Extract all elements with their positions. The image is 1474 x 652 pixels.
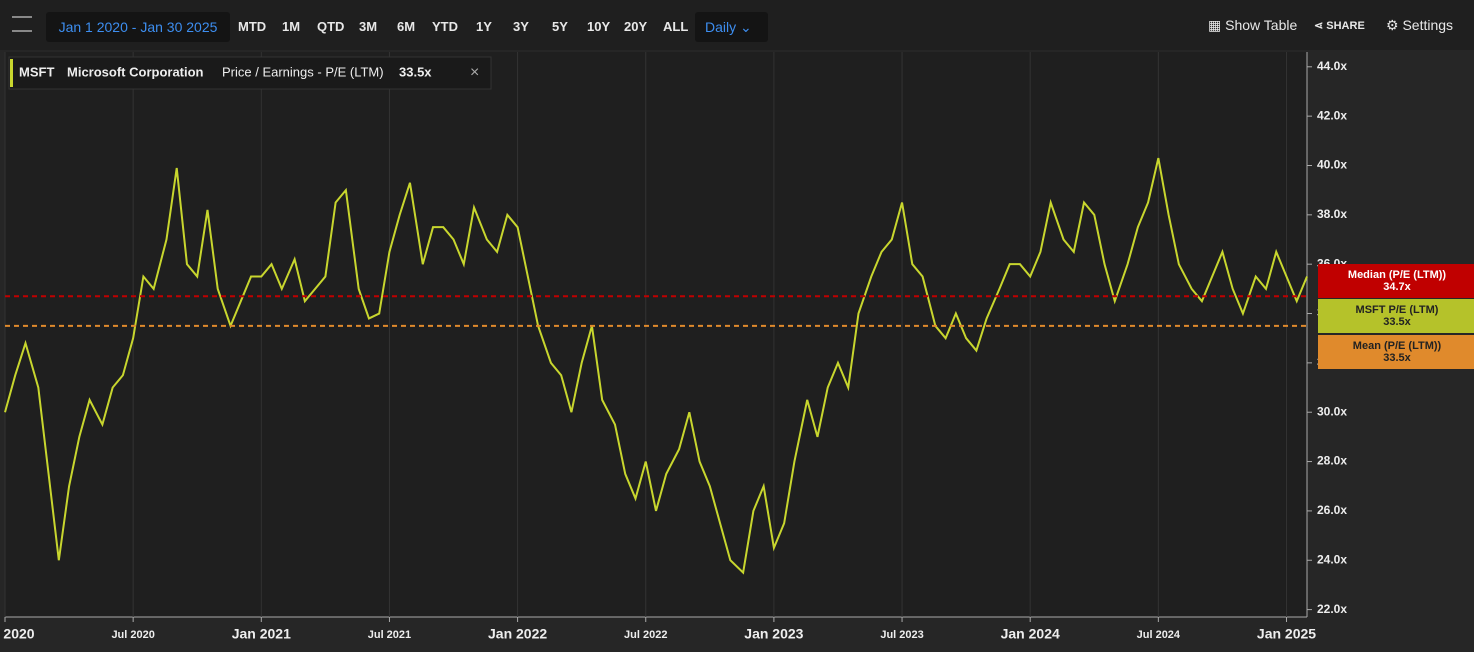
share-label: SHARE [1326,20,1365,32]
legend-value: 33.5x [399,64,432,79]
x-tick-label: Jul 2024 [1137,629,1181,641]
legend-bg [8,56,492,90]
y-tick-label: 40.0x [1317,158,1347,172]
x-tick-label: Jul 2021 [368,629,411,641]
value-tag [1318,264,1474,298]
value-tag-name: Mean (P/E (LTM)) [1353,340,1442,352]
y-tick-label: 42.0x [1317,108,1347,122]
value-tag-value: 34.7x [1383,281,1411,293]
y-tick-label: 28.0x [1317,454,1347,468]
range-button[interactable]: MTD [238,19,267,34]
y-tick-label: 22.0x [1317,602,1347,616]
settings[interactable]: ⚙ Settings [1386,17,1454,33]
range-button[interactable]: 5Y [552,19,568,34]
interval-label: Daily [705,19,737,35]
share[interactable]: ⋖ SHARE [1314,20,1365,32]
value-tag [1318,299,1474,333]
x-tick-label: Jan 2023 [744,626,803,642]
y-tick-label: 26.0x [1317,503,1347,517]
x-tick-label: Jan 2020 [0,626,35,642]
show-table[interactable]: ▦ Show Table [1208,17,1298,33]
range-button[interactable]: 3M [359,19,378,34]
x-tick-label: Jan 2022 [488,626,547,642]
range-button[interactable]: 10Y [587,19,611,34]
legend-box: MSFT Microsoft Corporation Price / Earni… [8,56,492,90]
y-tick-label: 44.0x [1317,59,1347,73]
range-button[interactable]: YTD [432,19,458,34]
plot-area [5,52,1307,617]
toolbar: Jan 1 2020 - Jan 30 2025 MTD 1M QTD 3M 6M YTD… [0,0,1474,50]
range-button[interactable]: ALL [663,19,689,34]
legend-swatch [10,59,13,87]
menu-icon[interactable] [12,16,32,32]
range-button[interactable]: 6M [397,19,416,34]
legend-ticker: MSFT [19,64,54,79]
x-tick-label: Jul 2023 [880,629,923,641]
value-tag-value: 33.5x [1383,316,1411,328]
value-tag-value: 33.5x [1383,352,1411,364]
range-button[interactable]: 1M [282,19,301,34]
x-tick-label: Jan 2024 [1001,626,1060,642]
x-tick-label: Jul 2022 [624,629,667,641]
y-tick-label: 38.0x [1317,207,1347,221]
value-tag-name: MSFT P/E (LTM) [1356,304,1439,316]
value-tag [1318,335,1474,369]
legend-company: Microsoft Corporation [67,64,204,79]
settings-label: Settings [1402,17,1454,33]
range-button[interactable]: 1Y [476,19,492,34]
show-table-label: Show Table [1225,17,1298,33]
y-tick-label: 24.0x [1317,552,1347,566]
x-tick-label: Jan 2025 [1257,626,1316,642]
series-line [4,157,1308,575]
range-button[interactable]: QTD [317,19,345,34]
value-tag-name: Median (P/E (LTM)) [1348,269,1447,281]
legend-metric: Price / Earnings - P/E (LTM) [222,64,384,79]
interval[interactable]: Daily ⌄ [695,12,768,42]
date-range[interactable]: Jan 1 2020 - Jan 30 2025 [46,12,230,42]
range-button[interactable]: 20Y [624,19,648,34]
legend-close[interactable]: × [470,64,479,81]
range-button[interactable]: 3Y [513,19,529,34]
x-tick-label: Jul 2020 [111,629,154,641]
x-tick-label: Jan 2021 [232,626,291,642]
y-tick-label: 30.0x [1317,404,1347,418]
